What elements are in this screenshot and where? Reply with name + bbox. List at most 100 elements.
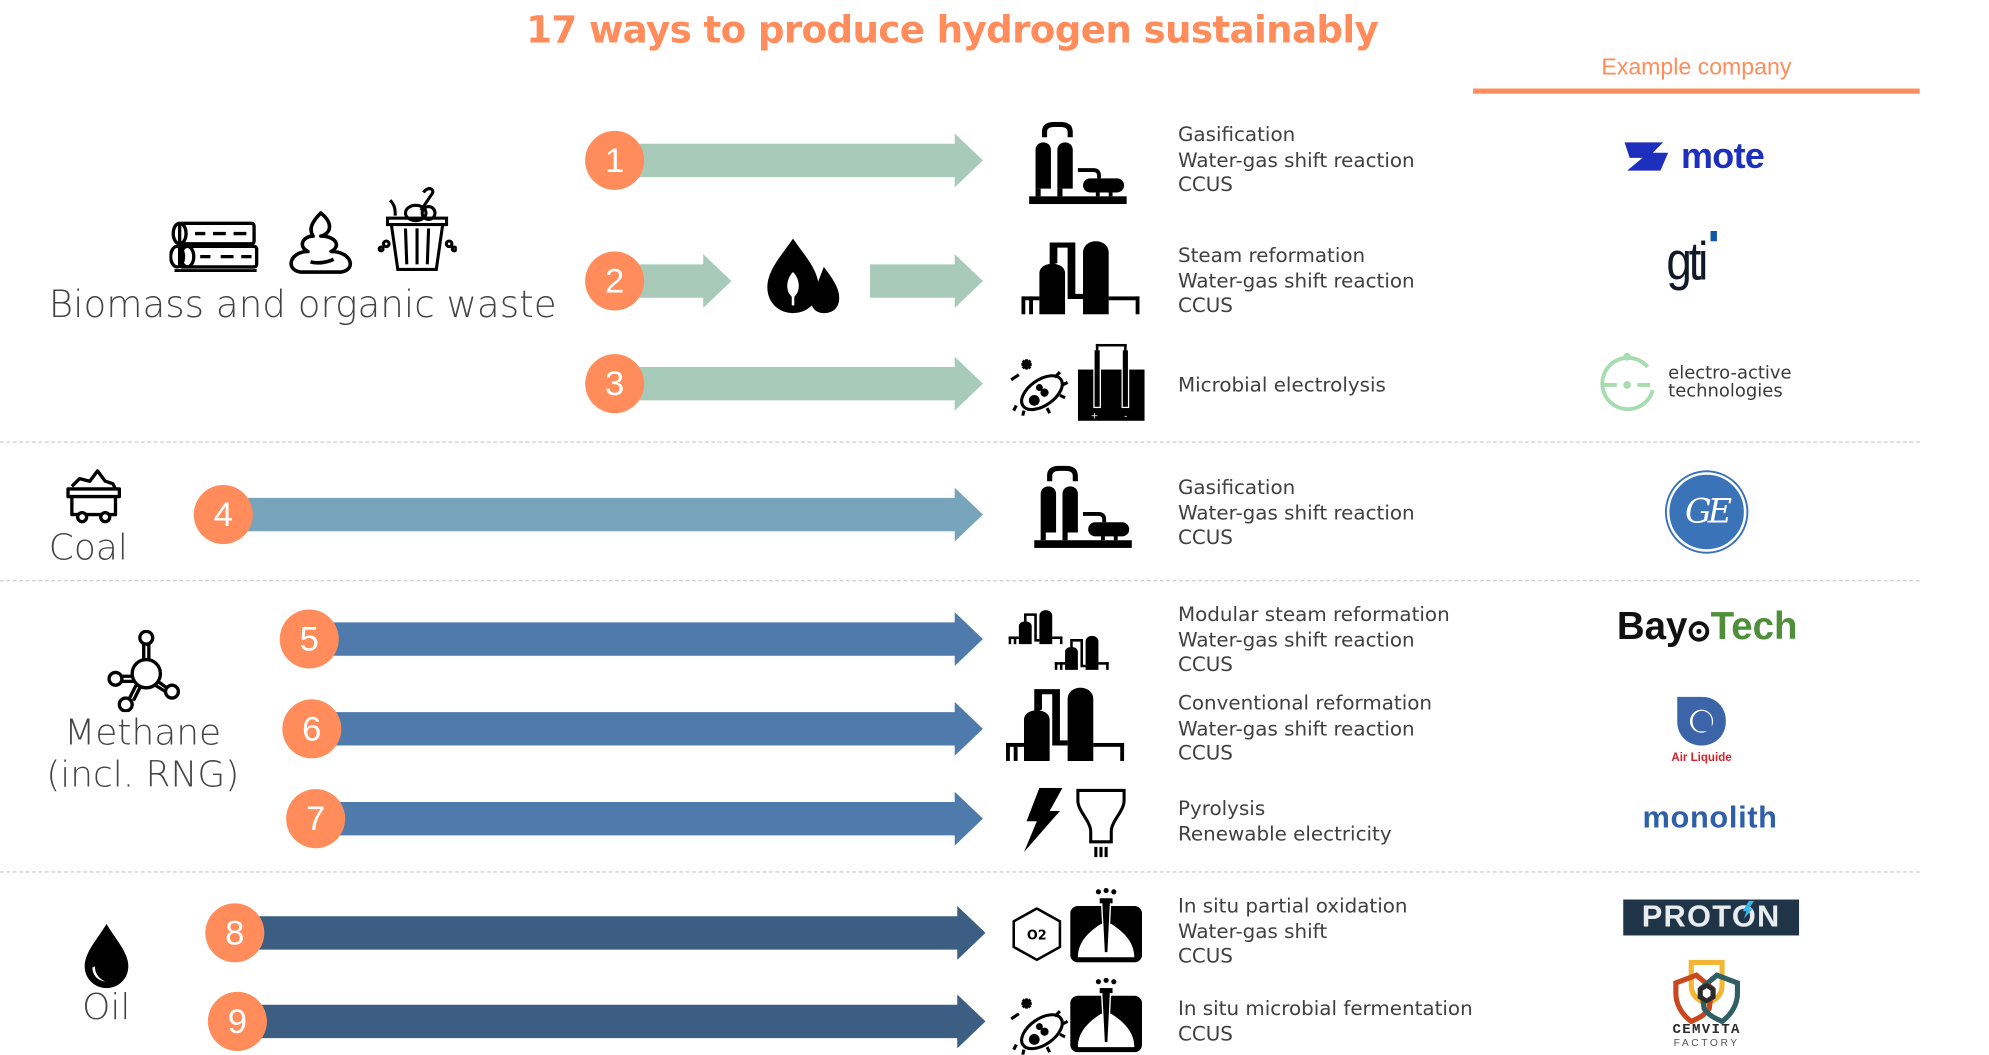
pathway-badge-1: 1 bbox=[585, 130, 645, 190]
process-description-9: In situ microbial fermentation CCUS bbox=[1178, 997, 1473, 1047]
pyrolysis-reactor-icon bbox=[1075, 788, 1126, 860]
bayotech-o-mark-icon bbox=[1688, 621, 1710, 642]
svg-text:-: - bbox=[1124, 411, 1127, 421]
cemvita-shield-mark-icon bbox=[1673, 959, 1741, 1024]
pathway-arrow-1 bbox=[613, 133, 983, 188]
process-line: CCUS bbox=[1177, 1022, 1233, 1046]
o2-label: O2 bbox=[1027, 928, 1047, 943]
o2-hexagon-icon: O2 bbox=[1011, 907, 1062, 962]
process-line: CCUS bbox=[1177, 653, 1233, 677]
process-line: Conventional reformation bbox=[1177, 691, 1433, 715]
logs-icon bbox=[169, 218, 259, 273]
modular-reformer-icon bbox=[1008, 608, 1112, 672]
company-name-air-liquide: Air Liquide bbox=[1671, 750, 1732, 764]
process-line: CCUS bbox=[1177, 526, 1233, 550]
company-name-ge: GE bbox=[1685, 492, 1732, 532]
gasification-plant-icon bbox=[1032, 465, 1135, 551]
pathway-arrow-7 bbox=[315, 791, 983, 846]
source-label-methane-line1: Methane bbox=[64, 710, 222, 754]
pathway-arrow-4 bbox=[223, 487, 983, 542]
company-logo-monolith[interactable]: monolith bbox=[1642, 801, 1777, 837]
source-label-biomass: Biomass and organic waste bbox=[48, 282, 557, 326]
process-line: CCUS bbox=[1177, 944, 1233, 968]
process-line: Steam reformation bbox=[1177, 243, 1366, 267]
pathway-badge-8: 8 bbox=[205, 903, 265, 963]
ge-monogram-icon: GE bbox=[1666, 472, 1747, 552]
process-line: Pyrolysis bbox=[1177, 796, 1266, 820]
microbe-icon bbox=[1009, 996, 1071, 1055]
company-name-part1: Bay bbox=[1616, 605, 1688, 649]
process-description-4: Gasification Water-gas shift reaction CC… bbox=[1178, 476, 1415, 551]
source-label-oil: Oil bbox=[82, 985, 131, 1028]
lightning-icon bbox=[1021, 787, 1063, 853]
process-line: Modular steam reformation bbox=[1177, 603, 1450, 627]
pathway-arrow-3 bbox=[613, 356, 983, 411]
electro-active-wordmark: electro-active technologies bbox=[1668, 364, 1791, 400]
electrolysis-cell-icon: + - bbox=[1077, 343, 1145, 421]
pathway-arrow-2a bbox=[613, 254, 732, 308]
process-line: In situ partial oxidation bbox=[1177, 894, 1408, 918]
company-logo-ge[interactable]: GE bbox=[1666, 472, 1747, 552]
molecule-icon bbox=[105, 630, 182, 713]
source-label-coal: Coal bbox=[48, 526, 128, 569]
pathway-arrow-2b bbox=[870, 254, 983, 308]
company-name-line2: technologies bbox=[1668, 381, 1783, 402]
process-line: Water-gas shift reaction bbox=[1177, 148, 1415, 172]
process-line: Water-gas shift reaction bbox=[1177, 716, 1415, 740]
company-name-line1: electro-active bbox=[1668, 363, 1792, 384]
company-name-monolith: monolith bbox=[1642, 800, 1778, 836]
process-line: Water-gas shift reaction bbox=[1177, 501, 1415, 525]
pathway-arrow-6 bbox=[313, 701, 983, 756]
process-line: CCUS bbox=[1177, 173, 1233, 197]
process-description-5: Modular steam reformation Water-gas shif… bbox=[1178, 603, 1450, 678]
process-line: CCUS bbox=[1177, 293, 1233, 317]
pathway-arrow-9 bbox=[238, 994, 986, 1049]
manure-icon bbox=[282, 210, 362, 277]
oil-well-icon bbox=[1070, 977, 1143, 1053]
company-logo-air-liquide[interactable]: Air Liquide bbox=[1663, 696, 1740, 764]
gasification-plant-icon bbox=[1027, 121, 1130, 207]
pathway-badge-9: 9 bbox=[207, 991, 267, 1051]
pathway-badge-3: 3 bbox=[585, 354, 645, 414]
oil-well-icon bbox=[1070, 887, 1143, 963]
company-logo-cemvita[interactable]: CEMVITA FACTORY bbox=[1666, 957, 1748, 1048]
coal-cart-icon bbox=[64, 466, 123, 525]
pathway-arrow-5 bbox=[307, 612, 983, 666]
process-line: Water-gas shift reaction bbox=[1177, 268, 1415, 292]
lightning-accent-icon bbox=[1742, 900, 1755, 919]
mote-mark-icon bbox=[1624, 142, 1669, 171]
company-logo-electro-active[interactable]: electro-active technologies bbox=[1596, 352, 1792, 414]
process-line: CCUS bbox=[1177, 741, 1233, 765]
process-description-6: Conventional reformation Water-gas shift… bbox=[1178, 692, 1432, 767]
source-label-methane-line2: (incl. RNG) bbox=[46, 752, 240, 796]
air-liquide-mark-icon bbox=[1677, 696, 1726, 746]
pathway-badge-6: 6 bbox=[282, 699, 342, 759]
page-title: 17 ways to produce hydrogen sustainably bbox=[526, 7, 1379, 52]
food-waste-bin-icon bbox=[377, 185, 457, 277]
company-logo-gti[interactable]: gti bbox=[1663, 230, 1717, 293]
company-name-line2: FACTORY bbox=[1673, 1036, 1740, 1049]
gti-accent-mark bbox=[1710, 230, 1717, 242]
reformer-plant-icon bbox=[1006, 684, 1129, 761]
pathway-badge-4: 4 bbox=[193, 485, 253, 545]
biogas-drops-icon bbox=[762, 238, 842, 316]
company-column-header: Example company bbox=[1601, 53, 1792, 80]
section-divider bbox=[0, 580, 1920, 582]
electro-active-mark-icon bbox=[1600, 352, 1655, 412]
process-description-1: Gasification Water-gas shift reaction CC… bbox=[1178, 123, 1415, 198]
svg-text:+: + bbox=[1091, 411, 1099, 421]
company-logo-mote[interactable]: mote bbox=[1624, 136, 1765, 177]
pathway-badge-5: 5 bbox=[279, 609, 339, 669]
company-logo-bayotech[interactable]: Bay Tech bbox=[1617, 606, 1798, 650]
company-name-line1: CEMVITA bbox=[1672, 1022, 1741, 1039]
company-name-part2: Tech bbox=[1710, 605, 1798, 649]
process-description-8: In situ partial oxidation Water-gas shif… bbox=[1178, 894, 1408, 969]
pathway-badge-7: 7 bbox=[286, 789, 346, 849]
microbe-icon bbox=[1009, 357, 1071, 416]
oil-drop-icon bbox=[82, 923, 131, 989]
process-description-2: Steam reformation Water-gas shift reacti… bbox=[1178, 244, 1415, 319]
company-logo-proton[interactable]: PROTON bbox=[1623, 899, 1800, 936]
process-line: Water-gas shift bbox=[1177, 919, 1328, 943]
process-description-7: Pyrolysis Renewable electricity bbox=[1178, 797, 1392, 847]
